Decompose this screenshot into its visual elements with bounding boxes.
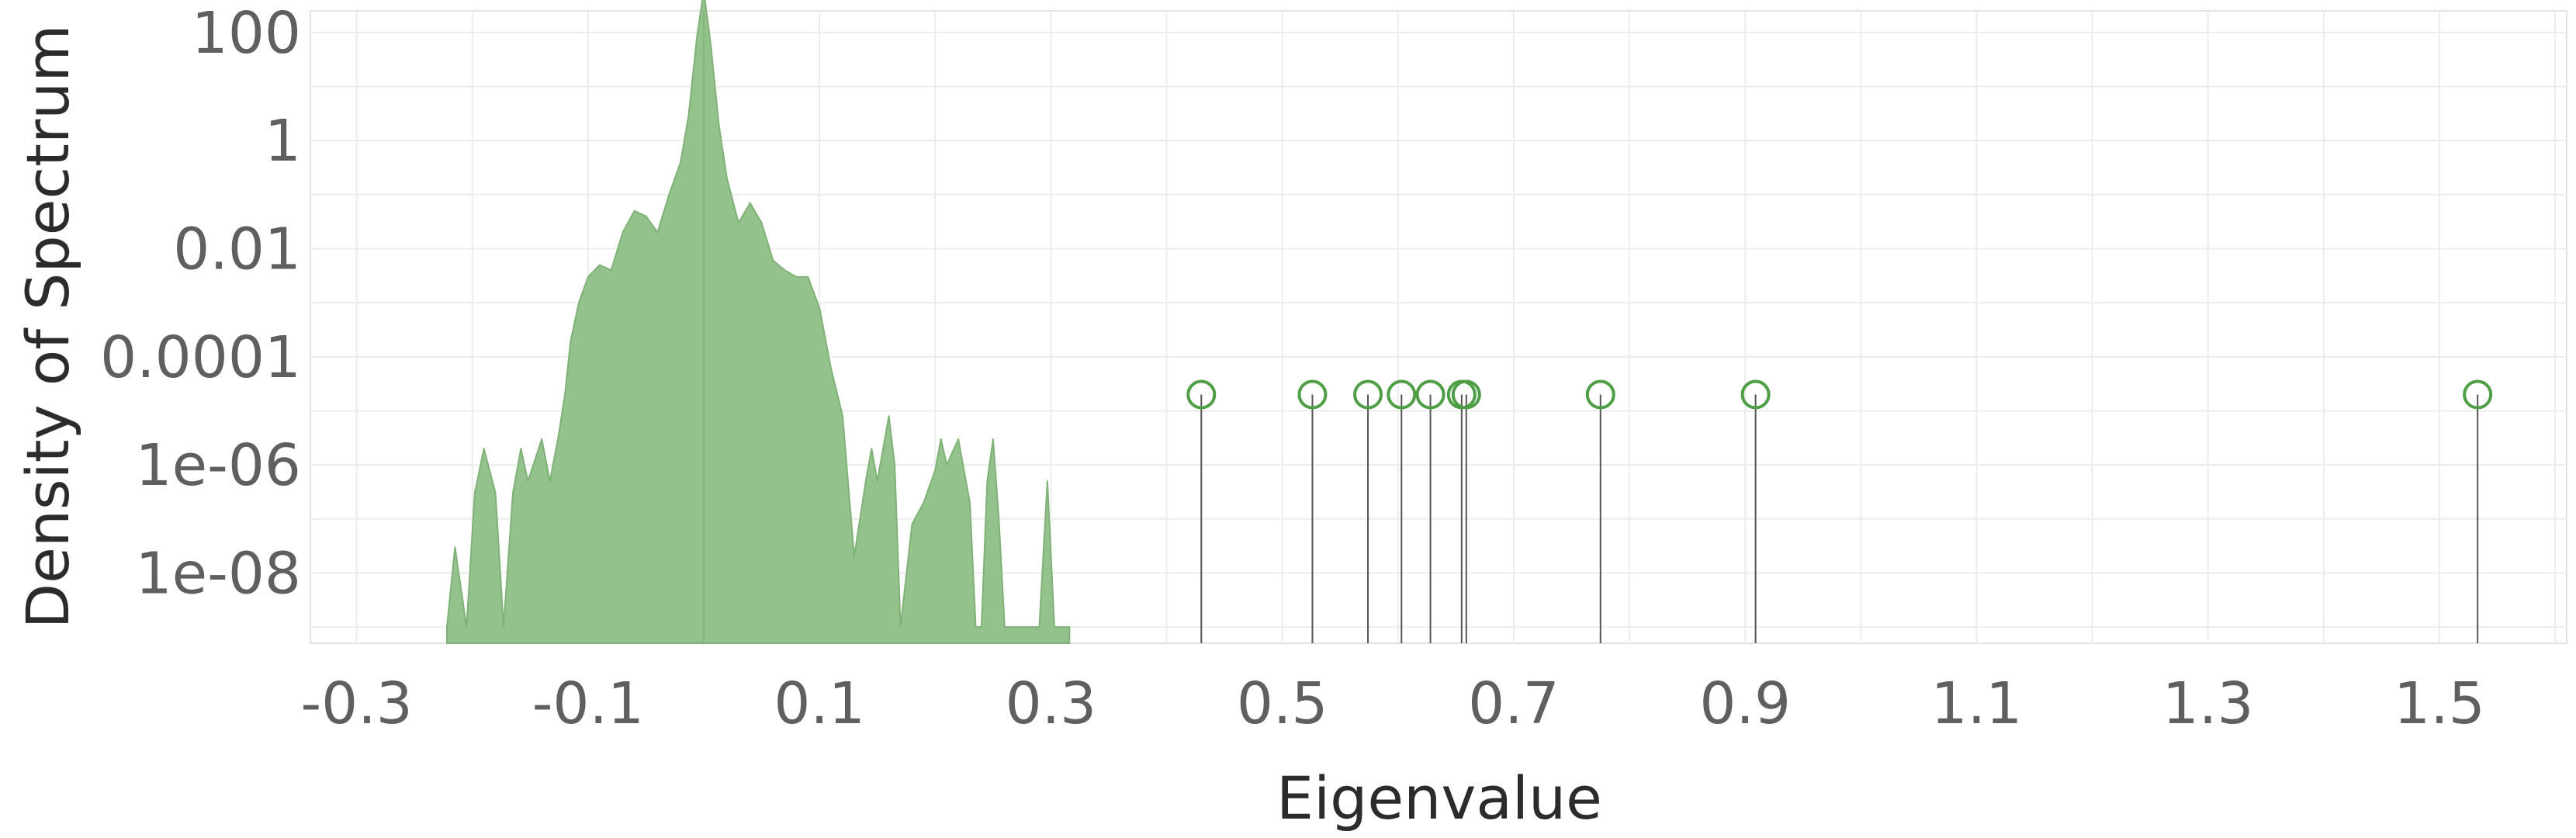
outlier-marker [1387, 379, 1417, 410]
x-tick-label: -0.3 [300, 670, 412, 737]
y-tick-label: 1e-08 [136, 540, 301, 607]
x-tick-label: 0.7 [1468, 670, 1560, 737]
outlier-marker [1353, 379, 1383, 410]
outlier-marker [1740, 379, 1771, 410]
density-area [445, 0, 1071, 644]
outlier-marker [1585, 379, 1615, 410]
density-area-path [445, 0, 1071, 644]
y-tick-label: 1 [265, 108, 301, 175]
x-tick-label: 1.1 [1931, 670, 2023, 737]
outlier-marker [1415, 379, 1446, 410]
x-tick-label: 0.9 [1699, 670, 1791, 737]
y-tick-label: 100 [192, 0, 301, 67]
x-tick-labels: -0.3 -0.1 0.1 0.3 0.5 0.7 0.9 1.1 1.3 1.5 [300, 670, 2484, 737]
y-tick-label: 1e-06 [136, 432, 301, 499]
y-axis-title: Density of Spectrum [13, 25, 82, 629]
x-tick-label: 1.3 [2162, 670, 2254, 737]
x-tick-label: 1.5 [2394, 670, 2485, 737]
x-tick-label: 0.1 [774, 670, 865, 737]
y-tick-labels: 100 1 0.01 0.0001 1e-06 1e-08 [100, 0, 301, 607]
y-tick-label: 0.0001 [100, 324, 301, 391]
outlier-marker [1451, 379, 1481, 410]
y-tick-label: 0.01 [173, 216, 301, 282]
x-tick-label: -0.1 [532, 670, 644, 737]
outlier-stems [1186, 379, 2493, 643]
outlier-marker [2463, 379, 2493, 410]
x-axis-title: Eigenvalue [1276, 764, 1602, 833]
x-tick-label: 0.3 [1006, 670, 1097, 737]
x-tick-label: 0.5 [1237, 670, 1328, 737]
outlier-marker [1186, 379, 1217, 410]
outlier-marker [1297, 379, 1328, 410]
